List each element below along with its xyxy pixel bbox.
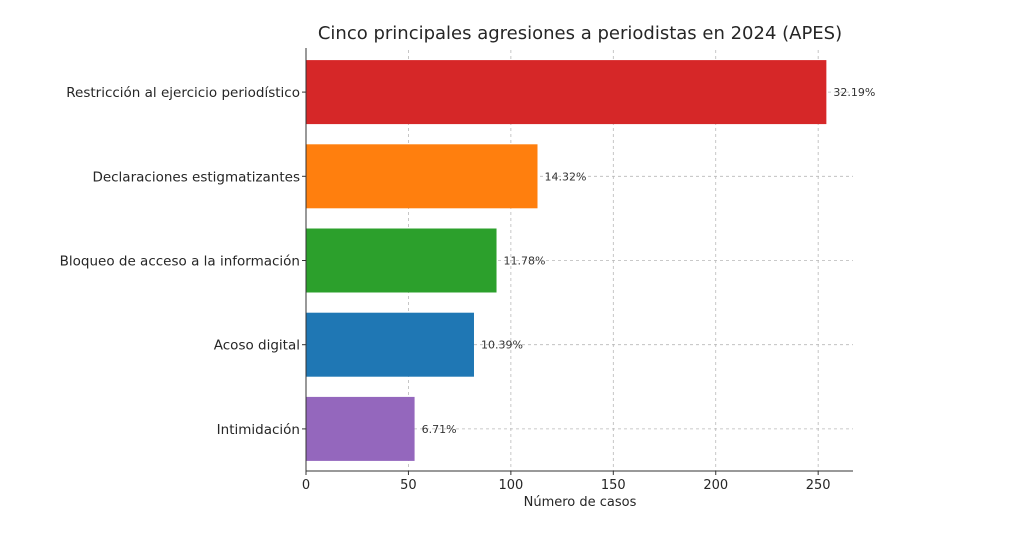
chart-title: Cinco principales agresiones a periodist…: [318, 23, 842, 44]
bars: Restricción al ejercicio periodístico 32.…: [60, 60, 875, 461]
bar: [306, 396, 415, 461]
category-label: Declaraciones estigmatizantes: [92, 169, 300, 185]
x-tick-label: 250: [806, 478, 831, 493]
x-tick-label: 150: [601, 478, 626, 493]
bar: [306, 60, 827, 125]
bar: [306, 312, 474, 377]
category-label: Intimidación: [217, 422, 300, 438]
x-tick-label: 50: [400, 478, 417, 493]
bar-data-label: 11.78%: [504, 255, 546, 268]
bar-data-label: 32.19%: [833, 86, 875, 99]
x-axis-label: Número de casos: [524, 495, 637, 510]
axes: 0 50 100 150 200 250: [302, 48, 853, 493]
x-tick-label: 0: [302, 478, 310, 493]
category-label: Restricción al ejercicio periodístico: [66, 85, 300, 101]
x-tick-label: 100: [498, 478, 523, 493]
bar-data-label: 10.39%: [481, 339, 523, 352]
category-label: Acoso digital: [214, 338, 300, 354]
bar-data-label: 14.32%: [545, 170, 587, 183]
bar: [306, 144, 538, 209]
x-tick-label: 200: [703, 478, 728, 493]
category-label: Bloqueo de acceso a la información: [60, 254, 300, 270]
bar: [306, 228, 497, 293]
bar-data-label: 6.71%: [422, 423, 457, 436]
